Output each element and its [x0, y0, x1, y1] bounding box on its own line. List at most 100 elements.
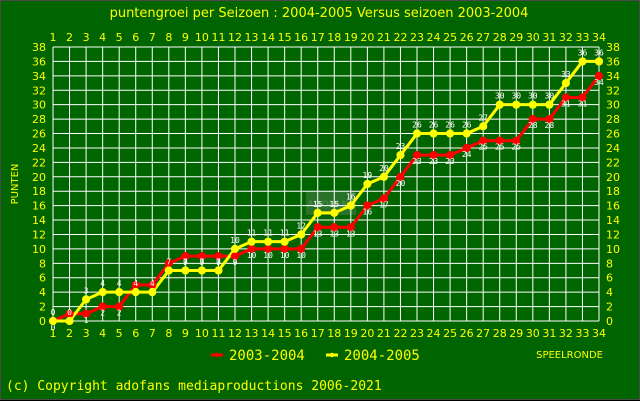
data-label-2004-2005: 33 — [561, 70, 571, 79]
data-point-2003-2004 — [115, 302, 124, 311]
x-tick-label-bottom: 1 — [50, 327, 57, 340]
x-tick-label-top: 11 — [211, 31, 225, 44]
data-point-2004-2005 — [263, 237, 273, 246]
data-point-2004-2005 — [379, 172, 389, 181]
data-point-2003-2004 — [313, 223, 322, 232]
data-label-2004-2005: 26 — [445, 121, 455, 130]
y-tick-label-left: 22 — [32, 156, 46, 169]
x-tick-label-top: 3 — [83, 31, 90, 44]
data-label-2004-2005: 19 — [363, 171, 373, 180]
x-tick-label-bottom: 24 — [427, 327, 441, 340]
data-label-2003-2004: 23 — [429, 157, 439, 166]
data-label-2003-2004: 0 — [51, 323, 56, 332]
data-point-2004-2005 — [528, 100, 537, 109]
x-tick-label-top: 21 — [377, 31, 391, 44]
x-tick-label-bottom: 11 — [211, 327, 225, 340]
x-tick-label-bottom: 34 — [592, 327, 606, 340]
watermark-text: ADOFANS — [307, 200, 355, 210]
data-point-2004-2005 — [297, 230, 306, 239]
x-tick-label-top: 24 — [427, 31, 441, 44]
data-label-2004-2005: 16 — [346, 193, 356, 202]
data-point-2003-2004 — [330, 223, 339, 232]
x-tick-label-bottom: 6 — [132, 327, 139, 340]
data-point-2004-2005 — [197, 266, 207, 275]
data-label-2003-2004: 10 — [263, 251, 273, 260]
x-tick-label-bottom: 33 — [575, 327, 589, 340]
y-tick-label-right: 28 — [606, 113, 620, 126]
data-label-2003-2004: 31 — [578, 99, 588, 108]
data-point-2004-2005 — [462, 129, 471, 138]
data-label-2003-2004: 1 — [84, 316, 89, 325]
y-tick-label-right: 26 — [606, 128, 620, 141]
x-tick-label-top: 33 — [575, 31, 589, 44]
data-label-2003-2004: 24 — [462, 150, 472, 159]
x-tick-label-bottom: 2 — [66, 327, 73, 340]
x-tick-label-bottom: 30 — [526, 327, 540, 340]
data-label-2004-2005: 26 — [462, 121, 472, 130]
series-line-2003-2004 — [52, 74, 601, 323]
y-tick-label-left: 34 — [32, 70, 46, 83]
data-point-2003-2004 — [479, 136, 488, 145]
data-point-2004-2005 — [115, 288, 124, 297]
x-tick-label-top: 8 — [165, 31, 172, 44]
y-tick-label-right: 24 — [606, 142, 620, 155]
x-tick-label-bottom: 4 — [99, 327, 106, 340]
data-label-2003-2004: 20 — [396, 179, 406, 188]
data-label-2004-2005: 30 — [528, 92, 538, 101]
data-label-2004-2005: 0 — [51, 308, 56, 317]
x-tick-label-bottom: 12 — [228, 327, 242, 340]
data-label-2003-2004: 13 — [313, 229, 323, 238]
data-label-2004-2005: 7 — [183, 258, 188, 267]
data-point-2004-2005 — [363, 179, 372, 189]
x-tick-label-top: 31 — [542, 31, 556, 44]
data-point-2003-2004 — [545, 115, 554, 124]
data-label-2004-2005: 20 — [379, 164, 389, 173]
x-tick-label-top: 18 — [327, 31, 341, 44]
data-label-2003-2004: 17 — [379, 200, 389, 209]
data-point-2003-2004 — [495, 136, 504, 145]
x-tick-label-top: 15 — [278, 31, 292, 44]
data-label-2004-2005: 4 — [133, 279, 138, 288]
x-tick-label-top: 14 — [261, 31, 275, 44]
x-tick-label-bottom: 27 — [476, 327, 490, 340]
x-tick-label-top: 19 — [344, 31, 358, 44]
data-point-2004-2005 — [148, 288, 157, 297]
data-label-2003-2004: 28 — [545, 121, 555, 130]
data-label-2004-2005: 10 — [230, 236, 240, 245]
data-label-2004-2005: 36 — [594, 48, 604, 57]
y-tick-label-right: 10 — [606, 243, 620, 256]
data-point-2004-2005 — [81, 295, 91, 304]
x-tick-label-top: 9 — [182, 31, 189, 44]
data-label-2004-2005: 36 — [578, 48, 588, 57]
y-tick-label-left: 30 — [32, 99, 46, 112]
x-tick-label-top: 20 — [360, 31, 374, 44]
y-tick-label-right: 36 — [606, 55, 620, 68]
data-point-2004-2005 — [396, 151, 405, 160]
x-tick-label-bottom: 26 — [460, 327, 474, 340]
data-label-2004-2005: 23 — [396, 142, 406, 151]
data-label-2004-2005: 12 — [296, 221, 306, 230]
y-tick-label-right: 2 — [606, 301, 613, 314]
y-tick-label-right: 30 — [606, 99, 620, 112]
x-tick-label-top: 25 — [443, 31, 457, 44]
x-tick-label-bottom: 32 — [559, 327, 573, 340]
y-tick-label-right: 38 — [606, 41, 620, 54]
x-tick-label-bottom: 21 — [377, 327, 391, 340]
y-tick-label-right: 32 — [606, 84, 620, 97]
data-label-2004-2005: 30 — [511, 92, 521, 101]
data-point-2004-2005 — [479, 122, 488, 131]
data-label-2003-2004: 34 — [594, 78, 604, 87]
x-tick-label-bottom: 9 — [182, 327, 189, 340]
x-tick-label-top: 12 — [228, 31, 242, 44]
y-tick-label-left: 2 — [39, 301, 46, 314]
data-point-2003-2004 — [181, 252, 190, 261]
data-point-2003-2004 — [429, 151, 438, 160]
data-point-2003-2004 — [462, 143, 471, 153]
data-label-2004-2005: 26 — [429, 121, 439, 130]
data-point-2004-2005 — [214, 266, 223, 275]
data-point-2004-2005 — [313, 208, 322, 217]
data-label-2003-2004: 23 — [445, 157, 455, 166]
x-tick-label-bottom: 31 — [542, 327, 556, 340]
